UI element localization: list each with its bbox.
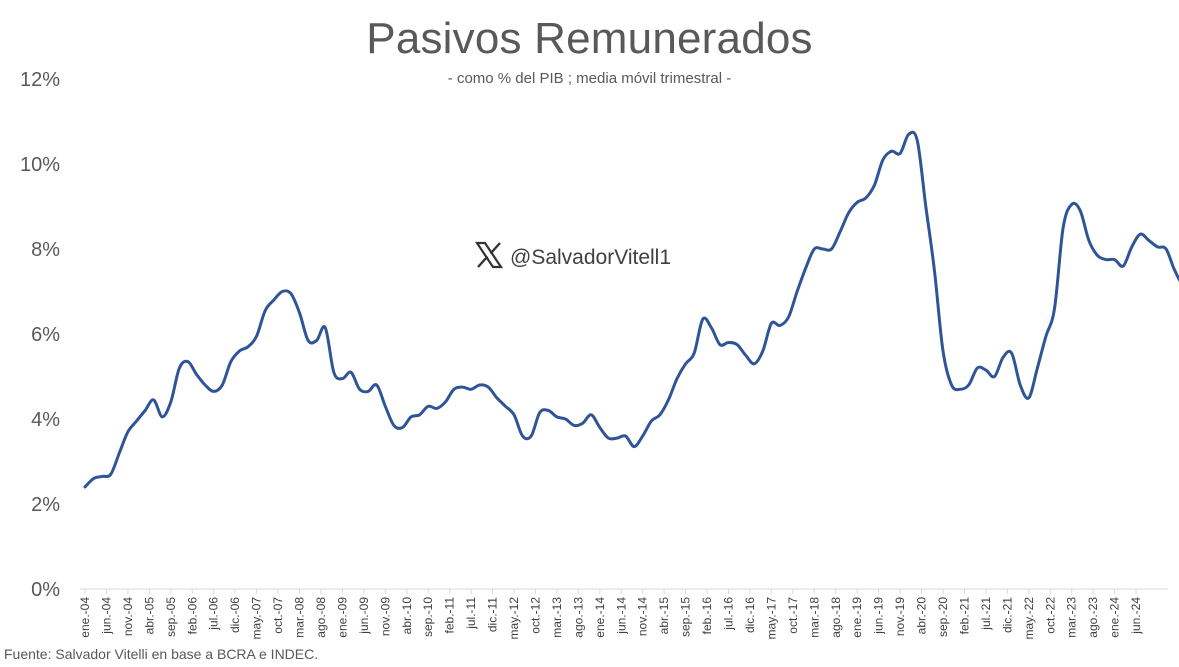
x-tick-label: mar.-08 [293, 597, 307, 638]
watermark-handle: @SalvadorVitell1 [510, 245, 672, 269]
x-tick-label: ago.-08 [314, 597, 328, 638]
x-tick-label: ago.-23 [1086, 597, 1100, 638]
x-tick-label: abr.-20 [915, 597, 929, 635]
chart-title: Pasivos Remunerados [366, 14, 813, 63]
x-axis-ticks: ene.-04 jun.-04 nov.-04 abr.-05 sep.-05 feb.-… [78, 589, 1143, 639]
series-line [83, 130, 1179, 489]
y-tick-label: 2% [31, 494, 60, 516]
x-tick-label: oct.-17 [786, 597, 800, 634]
x-tick-label: ene.-04 [78, 597, 92, 638]
x-tick-label: jun.-04 [99, 597, 113, 635]
x-tick-label: dic.-06 [228, 597, 242, 633]
x-tick-label: jul.-21 [979, 597, 993, 631]
x-tick-label: oct.-22 [1043, 597, 1057, 634]
x-tick-label: nov.-09 [378, 597, 392, 636]
x-tick-label: mar.-18 [807, 597, 821, 638]
watermark: @SalvadorVitell1 [474, 240, 671, 275]
x-tick-label: jun.-14 [614, 597, 628, 635]
x-tick-label: feb.-06 [185, 597, 199, 635]
x-tick-label: may.-07 [250, 597, 264, 640]
x-tick-label: dic.-21 [1000, 597, 1014, 633]
x-tick-label: abr.-10 [400, 597, 414, 635]
x-tick-label: mar.-13 [550, 597, 564, 638]
x-tick-label: ene.-24 [1108, 597, 1122, 638]
x-tick-label: dic.-16 [743, 597, 757, 633]
x-tick-label: sep.-05 [164, 597, 178, 637]
x-tick-label: jul.-16 [722, 597, 736, 631]
x-tick-label: sep.-20 [936, 597, 950, 637]
y-tick-label: 6% [31, 324, 60, 346]
x-tick-label: abr.-05 [142, 597, 156, 635]
series-group [83, 130, 1179, 489]
x-tick-label: oct.-12 [528, 597, 542, 634]
y-tick-label: 8% [31, 239, 60, 261]
source-note: Fuente: Salvador Vitelli en base a BCRA … [4, 646, 319, 662]
x-tick-label: abr.-15 [657, 597, 671, 635]
x-tick-label: jul.-11 [464, 597, 478, 630]
x-tick-label: nov.-04 [121, 597, 135, 636]
x-tick-label: may.-12 [507, 597, 521, 640]
x-tick-label: ene.-19 [850, 597, 864, 638]
x-tick-label: nov.-19 [893, 597, 907, 636]
x-tick-label: sep.-15 [679, 597, 693, 637]
x-tick-label: feb.-16 [700, 597, 714, 635]
y-axis-ticks: 0% 2% 4% 6% 8% 10% 12% [20, 69, 60, 601]
x-tick-label: may.-17 [764, 597, 778, 640]
y-tick-label: 12% [20, 69, 60, 91]
x-tick-label: dic.-11 [486, 597, 500, 632]
x-tick-label: jul.-06 [207, 597, 221, 631]
x-tick-label: ago.-13 [571, 597, 585, 638]
x-tick-label: sep.-10 [421, 597, 435, 637]
x-tick-label: jun.-24 [1129, 597, 1143, 635]
x-tick-label: mar.-23 [1065, 597, 1079, 638]
x-tick-label: oct.-07 [271, 597, 285, 634]
x-tick-label: jun.-09 [357, 597, 371, 635]
x-logo-icon [474, 240, 504, 275]
x-tick-label: feb.-21 [957, 597, 971, 635]
x-tick-label: jun.-19 [872, 597, 886, 635]
x-tick-label: nov.-14 [636, 597, 650, 636]
x-tick-label: feb.-11 [443, 597, 457, 634]
x-tick-label: ene.-09 [335, 597, 349, 638]
x-tick-label: ene.-14 [593, 597, 607, 638]
y-tick-label: 4% [31, 409, 60, 431]
x-tick-label: may.-22 [1022, 597, 1036, 640]
y-tick-label: 10% [20, 154, 60, 176]
y-tick-label: 0% [31, 579, 60, 601]
chart-subtitle: - como % del PIB ; media móvil trimestra… [447, 70, 732, 87]
x-tick-label: ago.-18 [829, 597, 843, 638]
